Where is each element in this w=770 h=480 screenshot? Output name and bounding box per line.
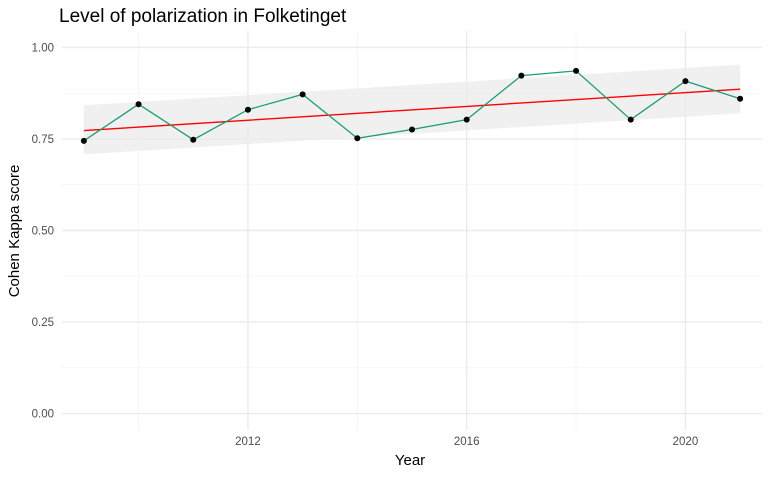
data-point — [518, 72, 525, 79]
tick-labels-layer: 0.00 0.25 0.50 0.75 1.00 2012 2016 2020 — [32, 42, 699, 448]
y-tick-label: 1.00 — [32, 42, 54, 54]
x-axis-title: Year — [395, 452, 425, 469]
data-point — [409, 126, 415, 133]
x-tick-label: 2012 — [235, 436, 261, 448]
data-point — [682, 78, 689, 85]
data-point — [354, 135, 361, 142]
data-point — [299, 91, 306, 98]
data-point — [463, 116, 470, 123]
data-point — [627, 116, 634, 123]
data-point — [244, 106, 251, 113]
y-tick-label: 0.75 — [32, 134, 54, 146]
y-axis-title: Cohen Kappa score — [6, 165, 23, 298]
y-tick-label: 0.25 — [32, 317, 54, 329]
x-tick-label: 2016 — [454, 436, 480, 448]
y-tick-label: 0.00 — [32, 409, 54, 421]
data-point — [190, 136, 197, 143]
x-tick-label: 2020 — [673, 436, 699, 448]
chart-title: Level of polarization in Folketinget — [59, 6, 347, 27]
data-point — [737, 95, 744, 102]
y-tick-label: 0.50 — [32, 226, 54, 238]
trend-line — [83, 88, 741, 132]
points-layer — [80, 67, 744, 144]
data-point — [135, 101, 142, 108]
data-point — [573, 67, 580, 74]
data-point — [80, 137, 87, 144]
trend-line-layer — [83, 88, 741, 132]
